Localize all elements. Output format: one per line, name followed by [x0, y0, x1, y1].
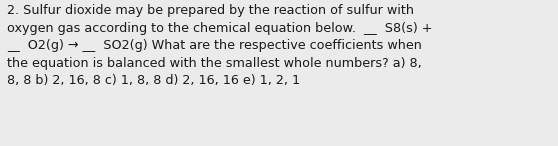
Text: 2. Sulfur dioxide may be prepared by the reaction of sulfur with
oxygen gas acco: 2. Sulfur dioxide may be prepared by the…: [7, 4, 433, 87]
